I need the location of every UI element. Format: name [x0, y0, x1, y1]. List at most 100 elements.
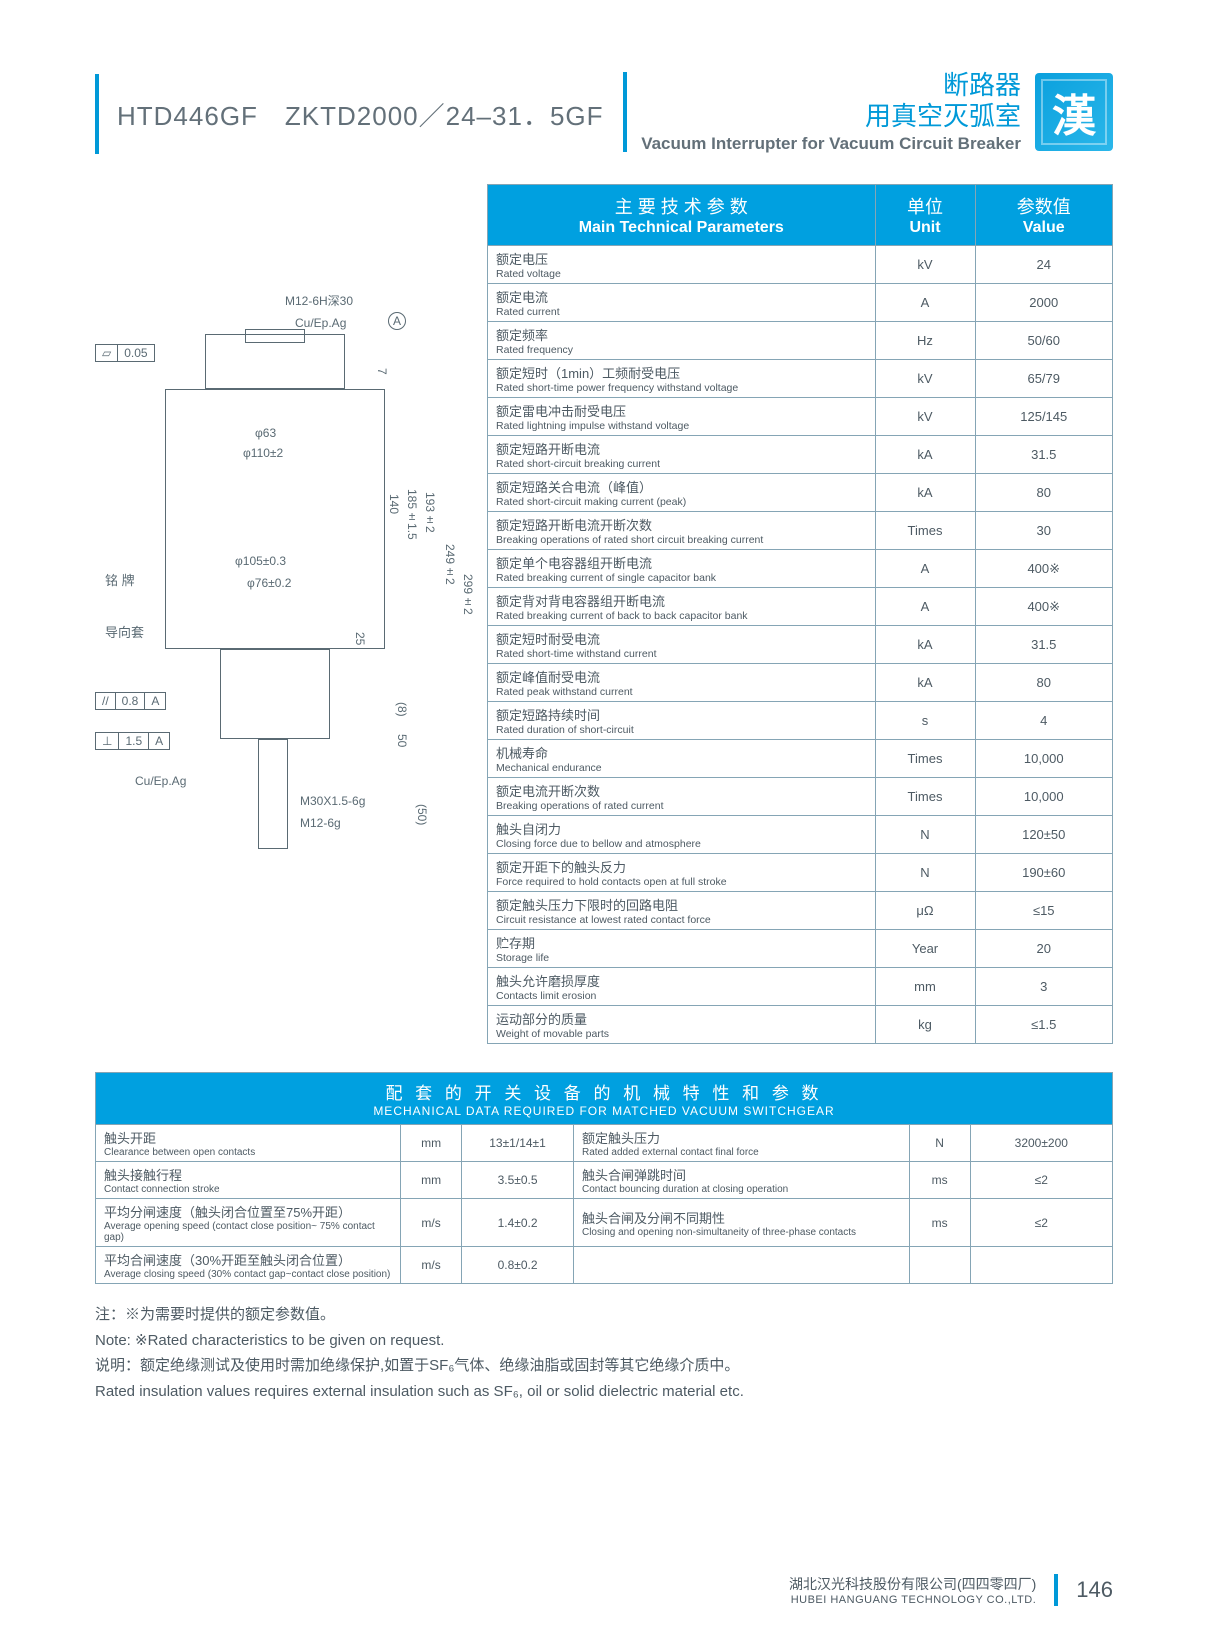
mech-l-val: 0.8±0.2 [462, 1247, 574, 1284]
title-en: Vacuum Interrupter for Vacuum Circuit Br… [641, 134, 1021, 154]
unit-cell: kV [875, 360, 975, 398]
note1-cn: 注：※为需要时提供的额定参数值。 [95, 1302, 1113, 1328]
table-row: 额定频率Rated frequencyHz50/60 [488, 322, 1113, 360]
unit-cell: kA [875, 436, 975, 474]
value-cell: 24 [975, 246, 1113, 284]
param-cell: 贮存期Storage life [488, 930, 876, 968]
dim-thread-m12: M12-6g [300, 816, 341, 830]
unit-cell: A [875, 550, 975, 588]
mech-r-unit: ms [909, 1162, 970, 1199]
unit-cell: Times [875, 512, 975, 550]
value-cell: 31.5 [975, 626, 1113, 664]
gdt-flatness: ▱0.05 [95, 344, 155, 362]
unit-cell: A [875, 588, 975, 626]
technical-drawing: M12-6H深30 Cu/Ep.Ag A ▱0.05 φ63 φ110±2 φ1… [95, 184, 465, 1044]
dim-8: (8) [395, 702, 409, 717]
mech-r-param: 触头合闸弹跳时间Contact bouncing duration at clo… [573, 1162, 909, 1199]
mech-l-val: 3.5±0.5 [462, 1162, 574, 1199]
dim-193: 193±2 [423, 492, 437, 533]
unit-cell: Times [875, 778, 975, 816]
table-row: 机械寿命Mechanical enduranceTimes10,000 [488, 740, 1113, 778]
mech-r-unit: ms [909, 1199, 970, 1247]
param-cell: 额定峰值耐受电流Rated peak withstand current [488, 664, 876, 702]
footer-company-cn: 湖北汉光科技股份有限公司(四四零四厂) [789, 1574, 1036, 1594]
mech-title-cn: 配 套 的 开 关 设 备 的 机 械 特 性 和 参 数 [100, 1079, 1108, 1104]
mech-table-body: 触头开距Clearance between open contactsmm13±… [96, 1125, 1113, 1284]
value-cell: 400※ [975, 588, 1113, 626]
table-row: 平均合闸速度（30%开距至触头闭合位置）Average closing spee… [96, 1247, 1113, 1284]
table-row: 额定单个电容器组开断电流Rated breaking current of si… [488, 550, 1113, 588]
accent-bar-left [95, 74, 99, 154]
unit-cell: kg [875, 1006, 975, 1044]
param-cell: 额定短路持续时间Rated duration of short-circuit [488, 702, 876, 740]
dim-top-thread: M12-6H深30 [285, 292, 353, 309]
model-number: HTD446GF ZKTD2000／24–31．5GF [117, 96, 604, 133]
dim-coating-top: Cu/Ep.Ag [295, 316, 346, 330]
drawing-leg [258, 739, 288, 849]
param-cell: 额定触头压力下限时的回路电阻Circuit resistance at lowe… [488, 892, 876, 930]
th-val-cn: 参数值 [980, 193, 1109, 219]
table-row: 触头开距Clearance between open contactsmm13±… [96, 1125, 1113, 1162]
mech-l-unit: m/s [401, 1199, 462, 1247]
mech-r-unit: N [909, 1125, 970, 1162]
param-cell: 额定雷电冲击耐受电压Rated lightning impulse withst… [488, 398, 876, 436]
table-row: 额定短路开断电流Rated short-circuit breaking cur… [488, 436, 1113, 474]
table-row: 额定电流开断次数Breaking operations of rated cur… [488, 778, 1113, 816]
table-row: 额定短时耐受电流Rated short-time withstand curre… [488, 626, 1113, 664]
title-block: 断路器 用真空灭弧室 Vacuum Interrupter for Vacuum… [641, 70, 1021, 154]
dim-249: 249±2 [443, 544, 457, 585]
page-header: HTD446GF ZKTD2000／24–31．5GF 断路器 用真空灭弧室 V… [95, 70, 1113, 154]
value-cell: 3 [975, 968, 1113, 1006]
gdt-parallel: //0.8A [95, 692, 166, 710]
unit-cell: Times [875, 740, 975, 778]
label-guide-sleeve: 导向套 [105, 622, 144, 641]
table-row: 额定短路开断电流开断次数Breaking operations of rated… [488, 512, 1113, 550]
unit-cell: kA [875, 626, 975, 664]
content-row: M12-6H深30 Cu/Ep.Ag A ▱0.05 φ63 φ110±2 φ1… [95, 184, 1113, 1044]
mech-r-param [573, 1247, 909, 1284]
th-param-cn: 主 要 技 术 参 数 [492, 193, 871, 219]
mech-l-val: 13±1/14±1 [462, 1125, 574, 1162]
table-row: 触头自闭力Closing force due to bellow and atm… [488, 816, 1113, 854]
value-cell: 80 [975, 664, 1113, 702]
main-parameters-table: 主 要 技 术 参 数 Main Technical Parameters 单位… [487, 184, 1113, 1044]
param-cell: 额定电流Rated current [488, 284, 876, 322]
dim-d110: φ110±2 [243, 446, 283, 460]
gdt-par-val: 0.8 [116, 693, 146, 709]
th-param: 主 要 技 术 参 数 Main Technical Parameters [488, 185, 876, 246]
th-value: 参数值 Value [975, 185, 1113, 246]
value-cell: 65/79 [975, 360, 1113, 398]
table-row: 触头允许磨损厚度Contacts limit erosionmm3 [488, 968, 1113, 1006]
dim-25: 25 [353, 632, 367, 645]
param-cell: 额定单个电容器组开断电流Rated breaking current of si… [488, 550, 876, 588]
param-cell: 触头自闭力Closing force due to bellow and atm… [488, 816, 876, 854]
param-cell: 额定短路关合电流（峰值）Rated short-circuit making c… [488, 474, 876, 512]
value-cell: ≤1.5 [975, 1006, 1113, 1044]
table-row: 额定电压Rated voltagekV24 [488, 246, 1113, 284]
value-cell: 4 [975, 702, 1113, 740]
spec-table-column: 主 要 技 术 参 数 Main Technical Parameters 单位… [487, 184, 1113, 1044]
dim-50: 50 [395, 734, 409, 747]
value-cell: 10,000 [975, 740, 1113, 778]
mech-l-param: 触头接触行程Contact connection stroke [96, 1162, 401, 1199]
table-row: 额定触头压力下限时的回路电阻Circuit resistance at lowe… [488, 892, 1113, 930]
param-cell: 额定背对背电容器组开断电流Rated breaking current of b… [488, 588, 876, 626]
table-row: 额定雷电冲击耐受电压Rated lightning impulse withst… [488, 398, 1113, 436]
table-row: 额定开距下的触头反力Force required to hold contact… [488, 854, 1113, 892]
page-footer: 湖北汉光科技股份有限公司(四四零四厂) HUBEI HANGUANG TECHN… [0, 1574, 1208, 1606]
param-cell: 触头允许磨损厚度Contacts limit erosion [488, 968, 876, 1006]
param-cell: 额定频率Rated frequency [488, 322, 876, 360]
table-row: 额定短时（1min）工频耐受电压Rated short-time power f… [488, 360, 1113, 398]
unit-cell: N [875, 816, 975, 854]
param-cell: 机械寿命Mechanical endurance [488, 740, 876, 778]
unit-cell: Hz [875, 322, 975, 360]
table-row: 额定峰值耐受电流Rated peak withstand currentkA80 [488, 664, 1113, 702]
table-row: 额定背对背电容器组开断电流Rated breaking current of b… [488, 588, 1113, 626]
dim-thread-m30: M30X1.5-6g [300, 794, 365, 808]
table-row: 额定短路持续时间Rated duration of short-circuits… [488, 702, 1113, 740]
unit-cell: kV [875, 398, 975, 436]
param-cell: 额定电压Rated voltage [488, 246, 876, 284]
table-row: 额定电流Rated currentA2000 [488, 284, 1113, 322]
mech-l-param: 平均分闸速度（触头闭合位置至75%开距）Average opening spee… [96, 1199, 401, 1247]
table-row: 额定短路关合电流（峰值）Rated short-circuit making c… [488, 474, 1113, 512]
